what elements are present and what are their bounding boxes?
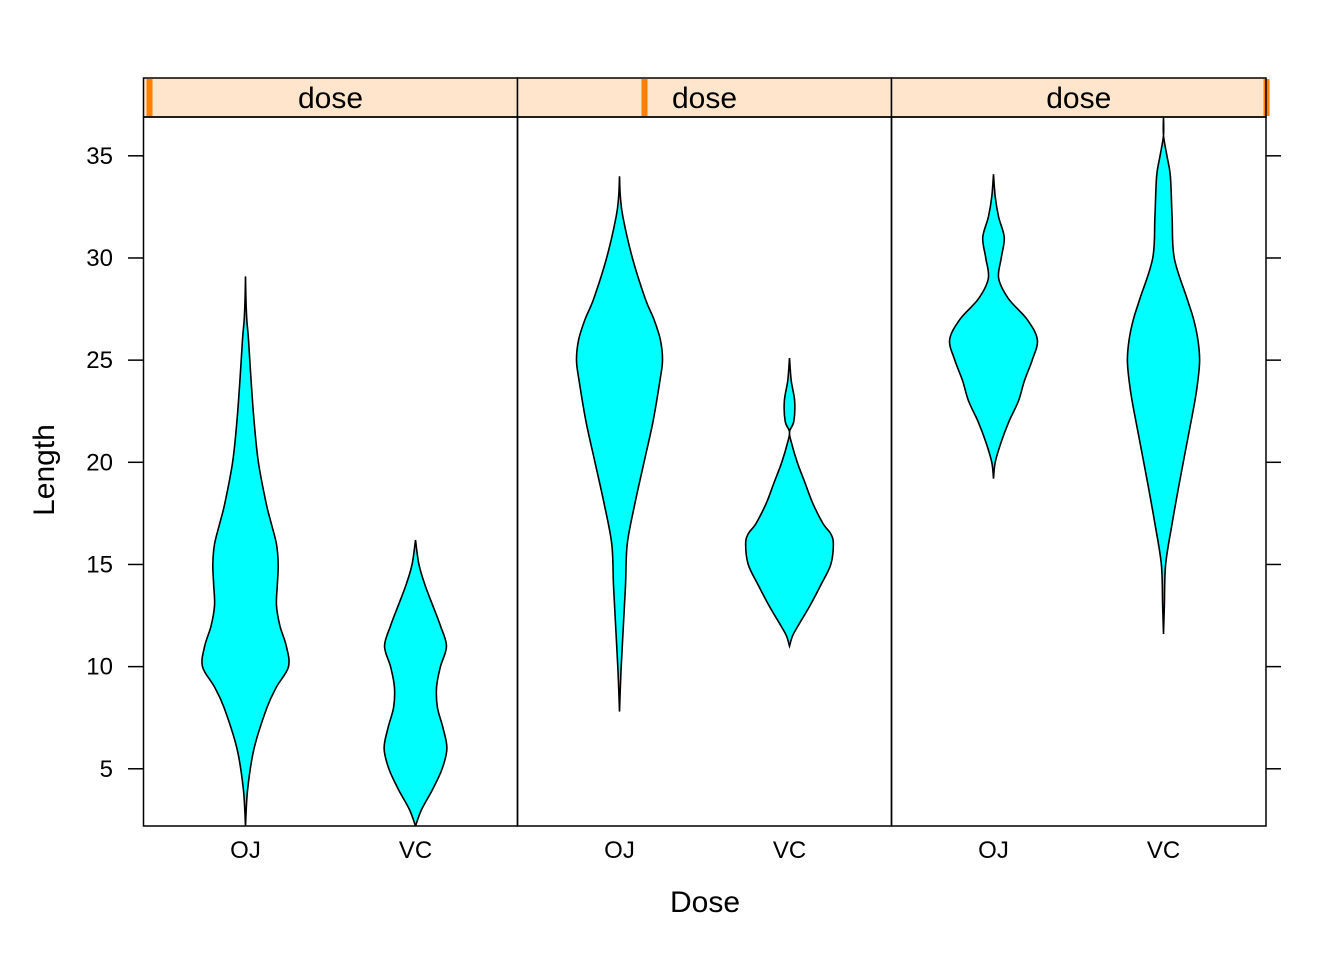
panel-border	[516, 116, 893, 827]
violin-vc	[383, 539, 448, 826]
y-axis-right-ticks	[1266, 155, 1281, 770]
x-tick-label: VC	[1147, 837, 1180, 864]
strip-level-marker	[641, 79, 648, 116]
strip-level-marker	[146, 79, 153, 116]
y-tick-label: 25	[86, 347, 113, 374]
violin-vc	[1126, 117, 1201, 634]
strip-label: dose	[672, 82, 737, 115]
y-axis-label: Length	[28, 424, 61, 516]
strip-background	[143, 78, 518, 117]
strip-background	[517, 78, 892, 117]
strip-label: dose	[298, 82, 363, 115]
y-tick-label: 30	[86, 245, 113, 272]
x-tick-label: OJ	[978, 837, 1009, 864]
x-tick-label: OJ	[604, 837, 635, 864]
strip-label: dose	[1046, 82, 1111, 115]
x-tick-label: VC	[773, 837, 806, 864]
y-axis: 5 10 15 20 25 30 35	[86, 143, 144, 783]
strip-background	[891, 78, 1266, 117]
panel-3: dose OJ VC	[890, 77, 1270, 864]
violin-oj	[201, 276, 290, 826]
y-tick-label: 20	[86, 449, 113, 476]
y-tick-label: 10	[86, 654, 113, 681]
x-tick-label: VC	[399, 837, 432, 864]
y-tick-label: 35	[86, 143, 113, 170]
x-tick-label: OJ	[230, 837, 261, 864]
strip-1: dose	[142, 77, 519, 118]
strip-3: dose	[890, 77, 1270, 118]
x-axis-label: Dose	[670, 886, 740, 919]
y-tick-label: 5	[100, 756, 113, 783]
violin-vc	[744, 358, 835, 650]
panels: dose OJ VC dose OJ VC dose OJ VC	[142, 77, 1270, 864]
violin-oj	[575, 176, 664, 712]
panel-2: dose OJ VC	[516, 77, 893, 864]
y-tick-label: 15	[86, 551, 113, 578]
strip-2: dose	[516, 77, 893, 118]
panel-border	[142, 116, 519, 827]
panel-1: dose OJ VC	[142, 77, 519, 864]
violin-oj	[948, 174, 1039, 479]
panel-border	[890, 116, 1267, 827]
